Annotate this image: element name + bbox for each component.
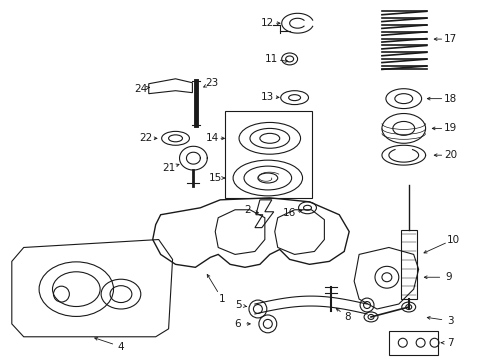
Text: 4: 4 — [118, 342, 124, 352]
Text: 10: 10 — [446, 234, 459, 244]
Text: 23: 23 — [205, 78, 219, 88]
Text: 5: 5 — [234, 300, 241, 310]
Text: 13: 13 — [261, 92, 274, 102]
Text: 2: 2 — [244, 205, 251, 215]
Text: 7: 7 — [446, 338, 453, 348]
Text: 12: 12 — [261, 18, 274, 28]
Text: 22: 22 — [139, 133, 152, 143]
Text: 9: 9 — [444, 272, 451, 282]
Text: 24: 24 — [134, 84, 147, 94]
Text: 20: 20 — [443, 150, 456, 160]
Text: 18: 18 — [443, 94, 456, 104]
Text: 6: 6 — [234, 319, 241, 329]
Bar — [224, 111, 312, 198]
Text: 1: 1 — [219, 294, 225, 304]
Text: 3: 3 — [446, 316, 453, 326]
Bar — [400, 230, 416, 299]
Text: 16: 16 — [283, 208, 296, 218]
Text: 8: 8 — [343, 312, 350, 322]
Text: 14: 14 — [205, 133, 219, 143]
Text: 19: 19 — [443, 123, 456, 134]
Text: 15: 15 — [208, 173, 222, 183]
Bar — [388, 331, 438, 355]
Text: 21: 21 — [162, 163, 175, 173]
Text: 11: 11 — [264, 54, 278, 64]
Text: 17: 17 — [443, 34, 456, 44]
